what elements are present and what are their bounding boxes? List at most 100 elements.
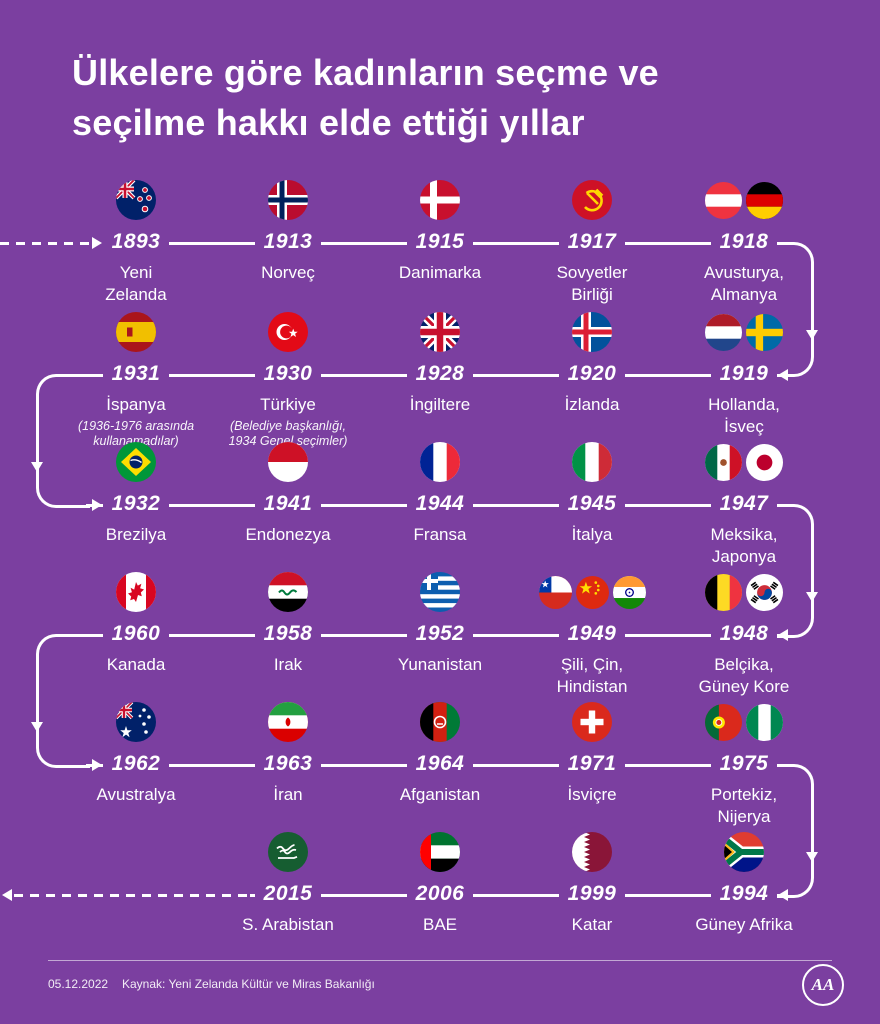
timeline-row-5: 1962 Avustralya 1963 İran 1964 Afganista…	[60, 702, 820, 828]
flag-group	[420, 180, 460, 220]
flag-iran-icon	[268, 702, 308, 742]
entry-year: 1931	[102, 361, 170, 386]
entry-year: 1919	[710, 361, 778, 386]
entry-country: Güney Afrika	[695, 915, 793, 934]
timeline-entry: 1918 Avusturya, Almanya	[668, 180, 820, 306]
flag-iraq-icon	[268, 572, 308, 612]
flag-greece-icon	[420, 572, 460, 612]
flag-group	[268, 312, 308, 352]
timeline-connector-left-2	[36, 634, 90, 768]
entry-country: Fransa	[413, 525, 467, 544]
timeline-entry: 2006 BAE	[364, 832, 516, 936]
flag-group	[572, 702, 612, 742]
entry-year: 1917	[558, 229, 626, 254]
entry-year: 1975	[710, 751, 778, 776]
flag-group	[116, 702, 156, 742]
timeline-entry: 1944 Fransa	[364, 442, 516, 568]
flag-group	[116, 312, 156, 352]
arrow-down-icon	[806, 330, 818, 340]
arrow-right-icon	[92, 759, 102, 771]
entry-country: Sovyetler Birliği	[556, 263, 628, 304]
entry-year: 1964	[406, 751, 474, 776]
entry-country: Katar	[571, 915, 613, 934]
entry-country: Yunanistan	[397, 655, 483, 674]
entry-country: Kanada	[106, 655, 166, 674]
arrow-right-icon	[92, 499, 102, 511]
entry-year: 1930	[254, 361, 322, 386]
flag-norway-icon	[268, 180, 308, 220]
entry-year: 1945	[558, 491, 626, 516]
entry-country: Belçika, Güney Kore	[698, 655, 790, 696]
timeline-row-6: 2015 S. Arabistan 2006 BAE 1999 Katar 19…	[60, 832, 820, 936]
entry-country: Avustralya	[96, 785, 176, 804]
timeline-row-3: 1932 Brezilya 1941 Endonezya 1944 Fransa…	[60, 442, 820, 568]
flag-japan-icon	[746, 443, 783, 481]
anadolu-agency-logo: AA	[802, 964, 844, 1006]
entry-country: Danimarka	[398, 263, 482, 282]
timeline-dash-start	[0, 242, 92, 245]
flag-indonesia-icon	[268, 442, 308, 482]
entry-year: 1994	[710, 881, 778, 906]
entry-year: 1947	[710, 491, 778, 516]
arrow-down-icon	[31, 722, 43, 732]
timeline-entry: 1999 Katar	[516, 832, 668, 936]
entry-year: 1920	[558, 361, 626, 386]
flag-afghanistan-icon	[420, 702, 460, 742]
entry-country: Norveç	[261, 263, 315, 282]
entry-year: 1958	[254, 621, 322, 646]
page-title-line1: Ülkelere göre kadınların seçme ve	[72, 52, 659, 93]
footer-divider	[48, 960, 832, 961]
timeline-entry: 1949 Şili, Çin, Hindistan	[516, 572, 668, 698]
flag-soviet-union-icon	[572, 180, 612, 220]
flag-group	[538, 572, 646, 612]
entry-year: 1963	[254, 751, 322, 776]
flag-group	[268, 180, 308, 220]
entry-country: Yeni Zelanda	[105, 263, 167, 304]
entry-country: Afganistan	[399, 785, 481, 804]
arrow-down-icon	[31, 462, 43, 472]
flag-sweden-icon	[746, 313, 783, 351]
flag-india-icon	[612, 575, 646, 609]
flag-nigeria-icon	[746, 703, 783, 741]
entry-year: 2015	[254, 881, 322, 906]
entry-year: 1960	[102, 621, 170, 646]
entry-year: 1893	[102, 229, 170, 254]
timeline-row-4: 1960 Kanada 1958 Irak 1952 Yunanistan 19…	[60, 572, 820, 698]
entry-country: Avusturya, Almanya	[703, 263, 784, 304]
flag-belgium-icon	[705, 573, 742, 611]
timeline-entry: 1963 İran	[212, 702, 364, 828]
flag-group	[705, 572, 783, 612]
arrow-down-icon	[806, 852, 818, 862]
arrow-right-icon	[92, 237, 102, 249]
arrow-left-icon	[778, 629, 788, 641]
timeline-entry: 1964 Afganistan	[364, 702, 516, 828]
timeline-dash-end	[14, 894, 250, 897]
page-title: Ülkelere göre kadınların seçme ve seçilm…	[72, 48, 659, 147]
flag-chile-icon	[538, 575, 572, 609]
entry-year: 1952	[406, 621, 474, 646]
entry-year: 1941	[254, 491, 322, 516]
entry-year: 1948	[710, 621, 778, 646]
timeline-entry: 1930 Türkiye (Belediye başkanlığı, 1934 …	[212, 312, 364, 449]
flag-australia-icon	[116, 702, 156, 742]
entry-year: 1915	[406, 229, 474, 254]
entry-country: Şili, Çin, Hindistan	[556, 655, 628, 696]
flag-group	[572, 180, 612, 220]
arrow-down-icon	[806, 592, 818, 602]
timeline-entry: 1960 Kanada	[60, 572, 212, 698]
arrow-left-icon	[2, 889, 12, 901]
flag-group	[420, 442, 460, 482]
timeline-entry: 1915 Danimarka	[364, 180, 516, 306]
entry-country: İran	[273, 785, 303, 804]
page-title-line2: seçilme hakkı elde ettiği yıllar	[72, 101, 585, 143]
flag-switzerland-icon	[572, 702, 612, 742]
flag-group	[724, 832, 764, 872]
flag-group	[420, 312, 460, 352]
timeline-entry: 1962 Avustralya	[60, 702, 212, 828]
timeline-connector-left-1	[36, 374, 90, 508]
entry-year: 1932	[102, 491, 170, 516]
timeline-entry: 1952 Yunanistan	[364, 572, 516, 698]
timeline-line-row6	[250, 894, 780, 897]
entry-year: 1962	[102, 751, 170, 776]
